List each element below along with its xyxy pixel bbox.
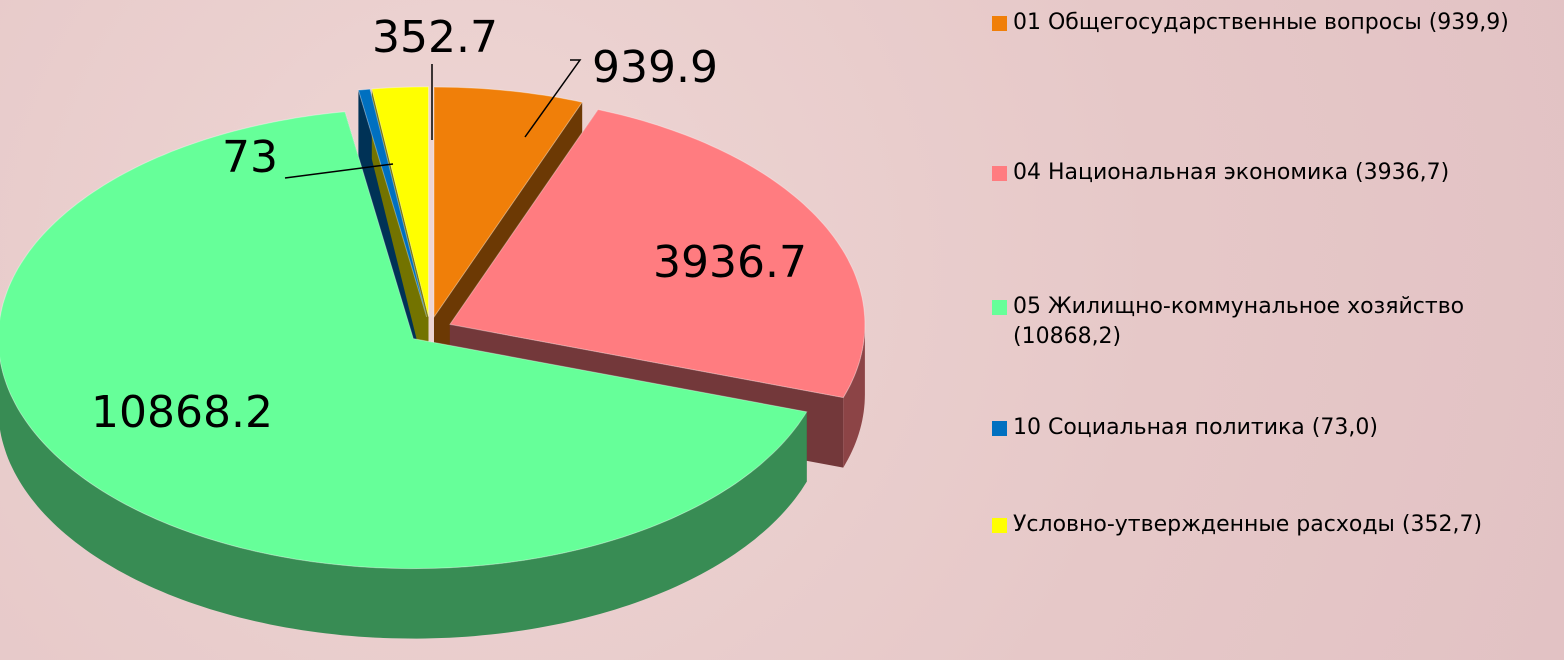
- legend-item: 04 Национальная экономика (3936,7): [992, 158, 1564, 188]
- slice-side: [843, 324, 865, 468]
- data-label: 352.7: [372, 12, 498, 63]
- data-label: 3936.7: [653, 237, 807, 288]
- legend-swatch: [992, 16, 1007, 31]
- slice: [449, 108, 866, 399]
- data-label: 73: [222, 132, 278, 183]
- slice: [433, 86, 584, 319]
- legend-label: 10 Социальная политика (73,0): [1013, 415, 1378, 440]
- legend-swatch: [992, 166, 1007, 181]
- pie-chart: 939.9 3936.7 10868.2 73 352.7: [0, 12, 866, 639]
- legend-item: 05 Жилищно-коммунальное хозяйство (10868…: [992, 292, 1564, 352]
- legend-swatch: [992, 300, 1007, 315]
- legend-item: 10 Социальная политика (73,0): [992, 413, 1564, 443]
- legend-item: 01 Общегосударственные вопросы (939,9): [992, 8, 1564, 38]
- legend-label: 01 Общегосударственные вопросы (939,9): [1013, 10, 1509, 35]
- legend-label: 05 Жилищно-коммунальное хозяйство (10868…: [1013, 294, 1465, 349]
- leader-line: [524, 59, 582, 138]
- legend-swatch: [992, 518, 1007, 533]
- slice: [0, 111, 808, 570]
- legend-label: Условно-утвержденные расходы (352,7): [1013, 512, 1483, 537]
- slice-side: [0, 359, 807, 639]
- leader-line: [284, 163, 394, 179]
- data-label: 10868.2: [91, 387, 273, 438]
- slice: [371, 86, 429, 317]
- legend-label: 04 Национальная экономика (3936,7): [1013, 160, 1450, 185]
- data-label: 939.9: [592, 42, 718, 93]
- legend-swatch: [992, 421, 1007, 436]
- legend-item: Условно-утвержденные расходы (352,7): [992, 510, 1564, 540]
